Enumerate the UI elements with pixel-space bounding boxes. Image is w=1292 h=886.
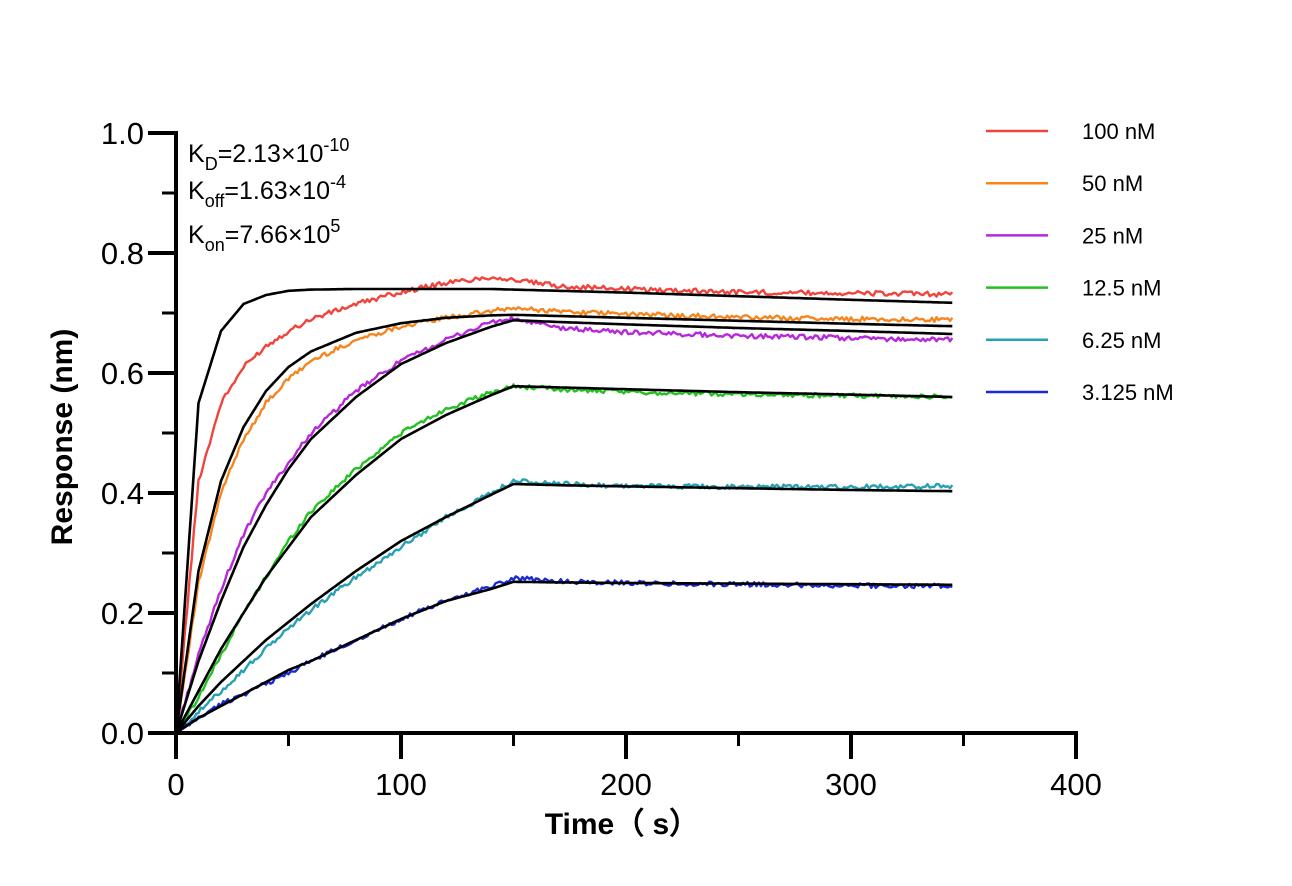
fit-line-12-5-nM	[174, 384, 953, 734]
x-tick-label: 300	[825, 767, 877, 802]
legend: 100 nM 50 nM 25 nM 12.5 nM 6.25 nM 3.125 nM	[986, 119, 1174, 405]
legend-label: 100 nM	[1082, 119, 1155, 144]
kon-value: =7.66×10	[225, 221, 331, 249]
series-layer	[174, 276, 954, 735]
kd-symbol: K	[188, 140, 205, 168]
kon-symbol: K	[188, 221, 205, 249]
fit-line-100-nM	[174, 287, 953, 734]
x-tick-label: 200	[600, 767, 652, 802]
x-tick-label: 0	[167, 767, 184, 802]
koff-value: =1.63×10	[224, 177, 330, 205]
x-tick-label: 100	[375, 767, 427, 802]
kd-value: =2.13×10	[218, 140, 324, 168]
y-tick-label: 0.6	[101, 356, 144, 391]
kd-annotation: KD=2.13×10-10	[188, 135, 349, 174]
kon-subscript: on	[205, 235, 225, 255]
series-line-6-25-nM	[174, 478, 954, 734]
fit-line-25-nM	[174, 318, 953, 734]
series-line-3-125-nM	[175, 575, 953, 734]
kd-subscript: D	[205, 154, 218, 174]
y-tick-label: 0.8	[101, 236, 144, 271]
kon-exponent: 5	[330, 216, 340, 236]
y-tick-label: 0.4	[101, 476, 144, 511]
fit-line-3-125-nM	[175, 580, 953, 735]
legend-label: 6.25 nM	[1082, 328, 1162, 353]
koff-annotation: Koff=1.63×10-4	[188, 172, 346, 211]
series-line-50-nM	[174, 306, 954, 734]
fit-line-50-nM	[174, 313, 953, 734]
y-tick-label: 0.2	[101, 596, 144, 631]
legend-label: 3.125 nM	[1082, 380, 1174, 405]
y-axis-title: Response (nm)	[46, 329, 79, 546]
x-tick-label: 400	[1050, 767, 1102, 802]
kinetic-constants: KD=2.13×10-10 Koff=1.63×10-4 Kon=7.66×10…	[188, 135, 349, 255]
kon-annotation: Kon=7.66×105	[188, 216, 340, 255]
fit-line-6-25-nM	[175, 482, 953, 734]
koff-subscript: off	[205, 191, 226, 211]
legend-label: 25 nM	[1082, 223, 1143, 248]
series-line-100-nM	[174, 276, 954, 734]
y-tick-label: 0.0	[101, 716, 144, 751]
kd-exponent: -10	[323, 135, 349, 155]
x-axis-title: Time（ s）	[545, 807, 700, 841]
legend-label: 12.5 nM	[1082, 276, 1162, 301]
ticks: 0.0 0.2 0.4 0.6 0.8 1.0 0 100 200 300 400	[101, 116, 1102, 802]
koff-exponent: -4	[330, 172, 346, 192]
series-line-25-nM	[174, 315, 954, 734]
series-line-12-5-nM	[175, 383, 953, 734]
y-tick-label: 1.0	[101, 116, 144, 151]
koff-symbol: K	[188, 177, 205, 205]
legend-label: 50 nM	[1082, 171, 1143, 196]
